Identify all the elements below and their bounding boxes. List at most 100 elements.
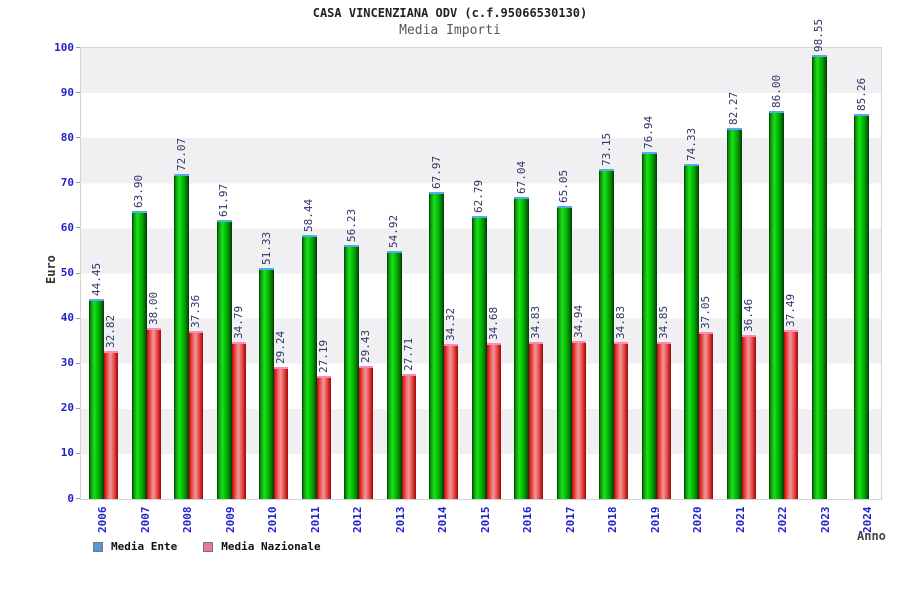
bar-media-nazionale (614, 342, 628, 499)
x-tick-label: 2016 (521, 506, 534, 534)
bar-value-label: 38.00 (147, 291, 160, 325)
bar-media-nazionale (487, 343, 501, 499)
y-tick-label: 10 (60, 446, 74, 459)
bar-media-ente (132, 211, 147, 499)
y-tick-mark (76, 498, 80, 499)
legend-item-media-nazionale: Media Nazionale (203, 540, 321, 553)
bar-media-nazionale (742, 335, 756, 499)
bar-media-ente (174, 174, 189, 499)
bar-value-label: 29.43 (359, 329, 372, 363)
bar-value-label: 34.32 (444, 307, 457, 341)
x-tick-label: 2023 (819, 506, 832, 534)
bar-value-label: 36.46 (742, 298, 755, 332)
bar-value-label: 85.26 (855, 77, 868, 111)
y-tick-mark (76, 408, 80, 409)
bar-value-label: 74.33 (685, 127, 698, 161)
bar-value-label: 63.90 (132, 174, 145, 208)
x-tick-label: 2012 (351, 506, 364, 534)
bar-value-label: 34.94 (572, 304, 585, 338)
bar-media-ente (557, 206, 572, 499)
bar-value-label: 86.00 (770, 74, 783, 108)
bar-media-nazionale (572, 341, 586, 499)
y-tick-mark (76, 363, 80, 364)
bar-media-ente (812, 55, 827, 499)
bar-value-label: 54.92 (387, 214, 400, 248)
bar-media-nazionale (104, 351, 118, 499)
plot-area: 44.45 32.82 63.90 38.00 72.07 37.36 61.97 34.79… (80, 19, 882, 500)
bar-value-label: 29.24 (274, 330, 287, 364)
bar-value-label: 37.49 (784, 293, 797, 327)
bar-media-ente (89, 299, 104, 499)
x-tick-label: 2011 (309, 506, 322, 534)
bar-value-label: 65.05 (557, 169, 570, 203)
chart-title: CASA VINCENZIANA ODV (c.f.95066530130) (312, 6, 588, 20)
bar-value-label: 82.27 (727, 91, 740, 125)
y-tick-label: 0 (67, 492, 74, 505)
bar-value-label: 67.04 (515, 160, 528, 194)
bar-media-ente (259, 268, 274, 499)
bar-media-ente (727, 128, 742, 499)
bar-media-ente (217, 220, 232, 499)
bar-media-ente (769, 111, 784, 499)
x-tick-label: 2015 (479, 506, 492, 534)
bar-value-label: 67.97 (430, 155, 443, 189)
bar-value-label: 44.45 (90, 262, 103, 296)
x-tick-label: 2019 (649, 506, 662, 534)
y-tick-label: 50 (60, 266, 74, 279)
bar-value-label: 72.07 (175, 137, 188, 171)
x-tick-label: 2009 (224, 506, 237, 534)
y-tick-label: 100 (54, 41, 74, 54)
bar-media-nazionale (359, 366, 373, 499)
bar-media-ente (599, 169, 614, 499)
y-tick-mark (76, 318, 80, 319)
bar-media-ente (472, 216, 487, 499)
bar-media-nazionale (402, 374, 416, 499)
y-tick-label: 60 (60, 221, 74, 234)
legend-item-media-ente: Media Ente (93, 540, 177, 553)
bar-media-nazionale (232, 342, 246, 499)
bar-media-nazionale (529, 342, 543, 499)
bar-media-nazionale (657, 342, 671, 499)
bar-value-label: 34.83 (529, 305, 542, 339)
x-tick-label: 2014 (436, 506, 449, 534)
bar-value-label: 32.82 (104, 314, 117, 348)
bar-media-ente (642, 152, 657, 499)
x-tick-label: 2020 (691, 506, 704, 534)
y-tick-mark (76, 273, 80, 274)
bar-media-ente (854, 114, 869, 499)
x-tick-label: 2017 (564, 506, 577, 534)
y-tick-label: 20 (60, 401, 74, 414)
bar-value-label: 27.19 (317, 339, 330, 373)
y-tick-mark (76, 182, 80, 183)
y-tick-mark (76, 47, 80, 48)
legend-swatch-media-ente (93, 541, 103, 552)
x-tick-label: 2013 (394, 506, 407, 534)
y-tick-mark (76, 227, 80, 228)
bar-value-label: 56.23 (345, 208, 358, 242)
y-tick-label: 30 (60, 356, 74, 369)
chart-subtitle: Media Importi (399, 23, 501, 38)
bar-value-label: 34.79 (232, 305, 245, 339)
bar-value-label: 76.94 (642, 115, 655, 149)
bar-media-ente (387, 251, 402, 499)
x-tick-label: 2008 (181, 506, 194, 534)
bar-value-label: 34.85 (657, 305, 670, 339)
x-tick-label: 2006 (96, 506, 109, 534)
bar-value-label: 73.15 (600, 132, 613, 166)
bar-media-nazionale (699, 332, 713, 499)
bar-media-nazionale (189, 331, 203, 499)
bar-media-nazionale (147, 328, 161, 499)
bar-media-ente (344, 245, 359, 499)
bar-media-ente (514, 197, 529, 499)
x-tick-label: 2010 (266, 506, 279, 534)
bar-value-label: 98.55 (812, 18, 825, 52)
y-tick-label: 80 (60, 131, 74, 144)
bar-value-label: 58.44 (302, 198, 315, 232)
bar-value-label: 51.33 (260, 231, 273, 265)
x-tick-label: 2021 (734, 506, 747, 534)
bar-value-label: 37.36 (189, 294, 202, 328)
bar-value-label: 61.97 (217, 183, 230, 217)
y-tick-mark (76, 453, 80, 454)
y-tick-mark (76, 137, 80, 138)
